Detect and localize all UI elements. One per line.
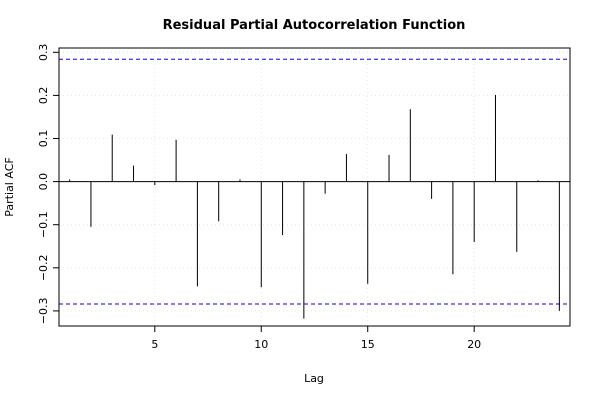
plot-area: 5 10 15 20 −0.3 −0.2 −0.1 0.0 0.1 0.2 0.3: [37, 44, 571, 351]
y-tick-label-1: −0.2: [37, 254, 50, 281]
y-tick-label-5: 0.2: [37, 87, 50, 105]
x-tick-label-15: 15: [361, 338, 375, 351]
x-tick-label-10: 10: [254, 338, 268, 351]
x-tick-label-5: 5: [151, 338, 158, 351]
chart-title: Residual Partial Autocorrelation Functio…: [163, 18, 466, 33]
x-tick-label-20: 20: [467, 338, 481, 351]
y-tick-label-3: 0.0: [37, 173, 50, 191]
plot-frame: [58, 47, 571, 327]
y-axis-label: Partial ACF: [3, 157, 16, 216]
x-axis-label: Lag: [304, 372, 324, 385]
y-tick-label-2: −0.1: [37, 211, 50, 238]
y-tick-label-4: 0.1: [37, 130, 50, 148]
y-tick-label-6: 0.3: [37, 44, 50, 62]
y-tick-label-0: −0.3: [37, 298, 50, 325]
